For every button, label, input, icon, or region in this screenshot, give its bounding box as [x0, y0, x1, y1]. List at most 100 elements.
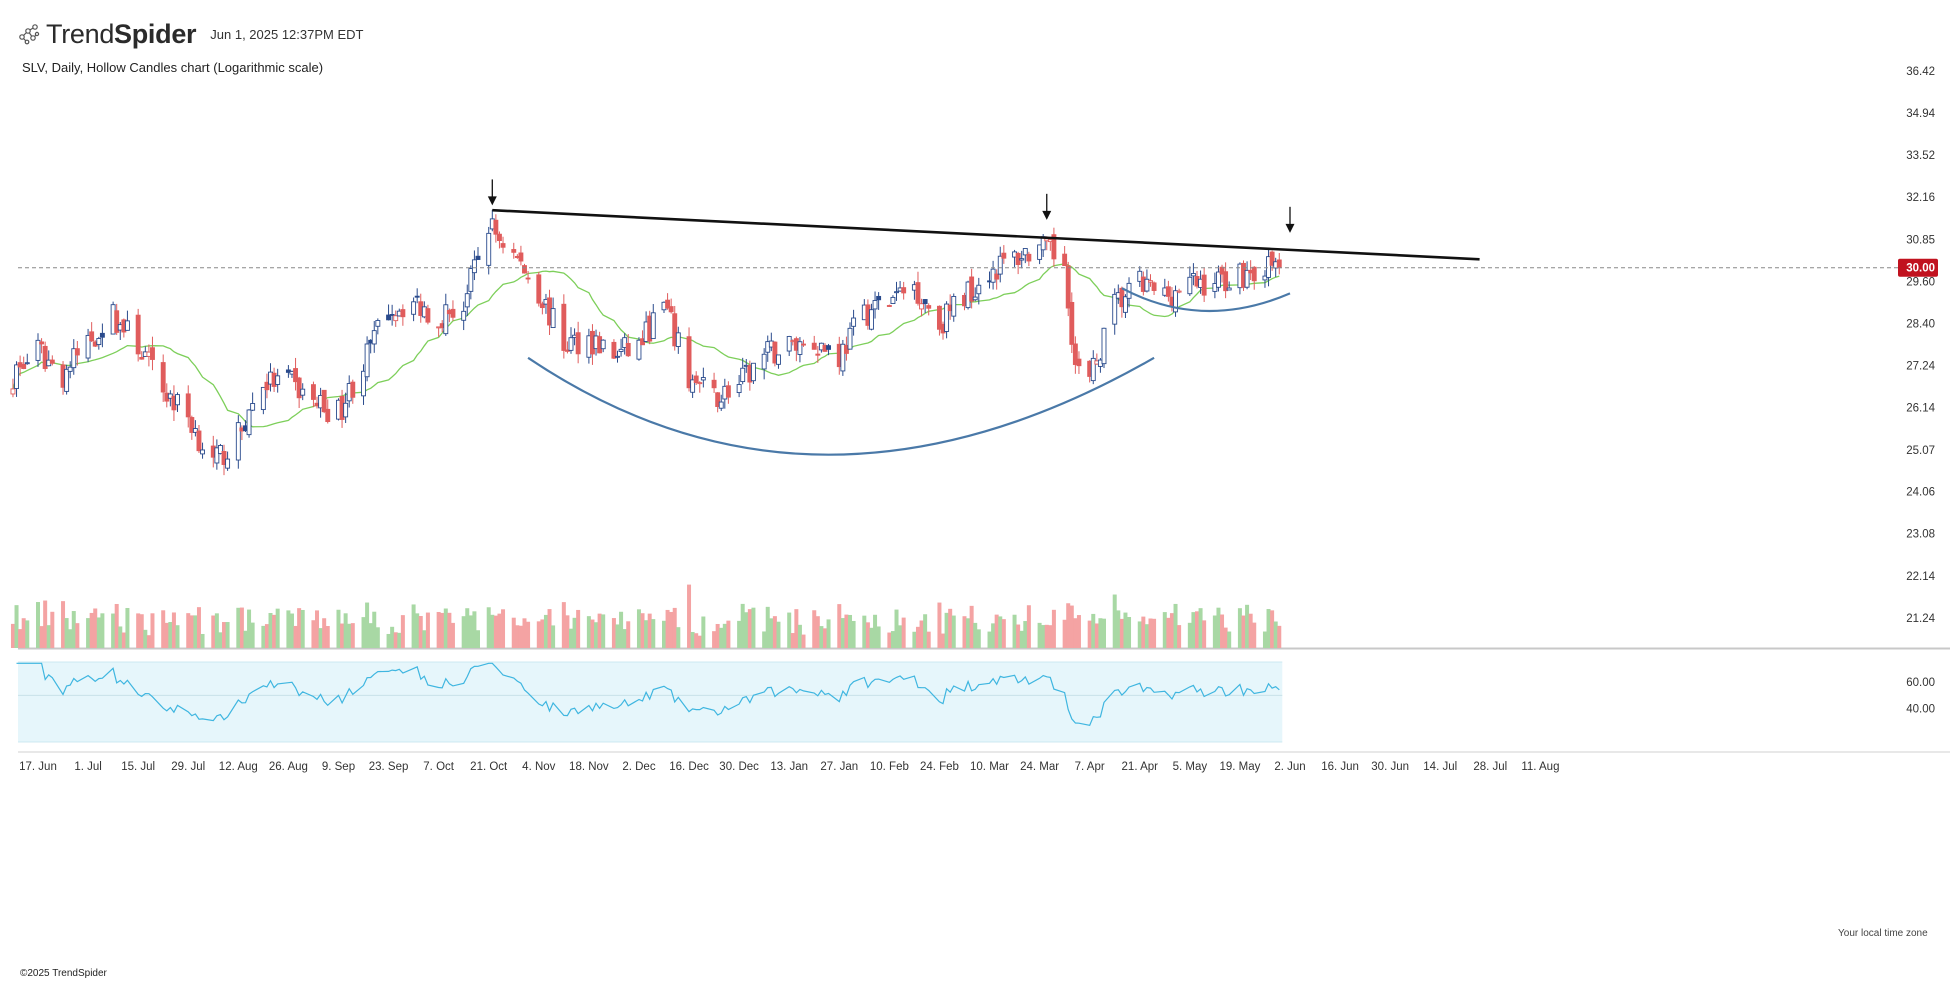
volume-bar-78	[397, 632, 402, 648]
candle-body	[325, 408, 331, 423]
candle-body	[468, 268, 474, 292]
volume-bar-85	[436, 611, 441, 648]
candle-body	[1276, 259, 1282, 269]
candle-body	[1037, 244, 1043, 260]
volume-bar-76	[390, 626, 395, 648]
candle-251	[1266, 247, 1271, 287]
candle-198	[997, 246, 1003, 283]
volume-bar-213	[1073, 618, 1078, 648]
candle-body	[826, 345, 831, 350]
volume-bar-112	[568, 628, 573, 648]
volume-bar-169	[851, 620, 856, 648]
candle-0	[10, 378, 16, 398]
y-tick-label-8: 26.14	[1906, 402, 1935, 414]
volume-bar-119	[601, 614, 606, 648]
volume-bar-38	[196, 607, 201, 648]
x-tick-label-21: 7. Apr	[1075, 761, 1105, 773]
candle-body	[85, 334, 91, 359]
volume-bar-36	[189, 615, 194, 648]
volume-bar-211	[1066, 603, 1071, 648]
candle-body	[1269, 251, 1275, 266]
down-arrow-0	[487, 179, 497, 206]
candle-body	[200, 449, 205, 455]
candle-body	[1244, 269, 1250, 288]
volume-bar-209	[1051, 609, 1056, 648]
x-tick-label-16: 27. Jan	[820, 761, 858, 773]
candle-197	[994, 269, 1000, 290]
candle-90	[461, 301, 467, 331]
volume-bar-2	[18, 629, 23, 648]
candle-80	[411, 297, 417, 322]
volume-bar-205	[1037, 622, 1042, 648]
candle-body	[214, 447, 220, 464]
volume-bar-161	[815, 616, 820, 648]
candle-19	[99, 323, 105, 348]
candle-185	[936, 305, 942, 336]
candle-body	[49, 359, 55, 364]
volume-bar-102	[518, 625, 523, 648]
volume-bar-208	[1048, 625, 1053, 648]
x-tick-label-28: 14. Jul	[1423, 761, 1457, 773]
candle-9	[49, 355, 55, 366]
x-tick-label-6: 9. Sep	[322, 761, 355, 773]
candle-74	[375, 318, 381, 335]
candle-223	[1123, 294, 1128, 318]
candle-13	[71, 339, 77, 375]
volume-bar-33	[171, 612, 176, 648]
volume-bar-57	[293, 625, 298, 648]
candle-body	[414, 295, 420, 298]
volume-bar-147	[744, 612, 749, 648]
candle-181	[915, 271, 921, 306]
candle-body	[715, 392, 721, 407]
candle-63	[321, 389, 327, 414]
candle-body	[42, 345, 48, 369]
volume-bar-195	[987, 631, 992, 648]
candle-64	[325, 399, 331, 424]
volume-bar-176	[890, 631, 895, 648]
candle-134	[675, 326, 681, 354]
candle-239	[1201, 267, 1207, 302]
volume-bar-77	[393, 632, 398, 648]
candle-body	[700, 377, 706, 381]
candle-body	[1190, 273, 1196, 277]
candle-14	[74, 341, 80, 366]
candle-233	[1173, 285, 1178, 317]
volume-bar-62	[318, 628, 323, 648]
volume-bar-107	[543, 614, 548, 648]
volume-bar-177	[894, 609, 899, 648]
candle-155	[786, 335, 792, 356]
volume-bar-105	[536, 621, 541, 648]
candle-body	[926, 305, 932, 309]
candle-36	[189, 415, 195, 440]
candle-body	[972, 296, 978, 301]
volume-bar-237	[1194, 611, 1199, 648]
volume-bar-58	[297, 608, 302, 648]
volume-bar-103	[522, 618, 527, 648]
candle-body	[536, 274, 542, 304]
volume-bar-104	[526, 621, 531, 648]
candle-67	[343, 392, 349, 424]
candle-body	[725, 385, 731, 398]
brand-bold: Spider	[114, 18, 197, 49]
y-tick-label-11: 23.08	[1906, 529, 1935, 541]
trendspider-network-icon	[19, 24, 40, 45]
candle-body	[668, 306, 674, 313]
x-tick-label-1: 1. Jul	[74, 761, 102, 773]
volume-bar-17	[93, 608, 98, 648]
volume-bar-113	[572, 617, 577, 648]
candle-body	[89, 331, 95, 342]
candle-124	[625, 334, 631, 358]
candle-187	[944, 301, 950, 339]
volume-bar-39	[200, 633, 205, 648]
candle-body	[951, 296, 957, 317]
candle-60	[310, 381, 316, 408]
y-tick-label-13: 21.24	[1906, 613, 1935, 625]
candle-102	[518, 245, 524, 266]
candle-body	[389, 314, 395, 316]
x-tick-label-5: 26. Aug	[269, 761, 308, 773]
candle-175	[886, 304, 892, 307]
x-tick-label-27: 30. Jun	[1371, 761, 1409, 773]
candle-body	[840, 343, 846, 372]
volume-bar-67	[343, 613, 348, 648]
